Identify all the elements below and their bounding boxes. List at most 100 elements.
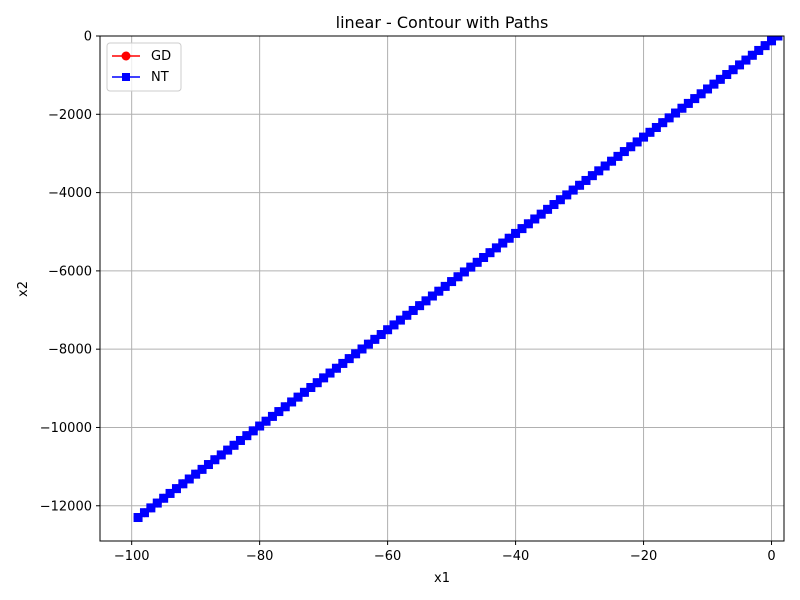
data-point bbox=[587, 171, 597, 181]
data-point bbox=[523, 219, 533, 229]
data-point bbox=[152, 498, 162, 508]
data-point bbox=[543, 204, 553, 214]
data-point bbox=[453, 272, 463, 282]
data-point bbox=[677, 103, 687, 113]
data-point bbox=[664, 113, 674, 123]
y-tick-label: −8000 bbox=[48, 343, 92, 358]
data-point bbox=[370, 334, 380, 344]
legend: GD NT bbox=[106, 42, 182, 92]
data-point bbox=[440, 281, 450, 291]
data-point bbox=[229, 440, 239, 450]
data-point bbox=[255, 421, 265, 431]
data-point bbox=[415, 301, 425, 311]
data-point bbox=[178, 479, 188, 489]
data-point bbox=[690, 94, 700, 104]
data-point bbox=[767, 36, 777, 46]
data-point bbox=[287, 397, 297, 407]
data-point bbox=[447, 277, 457, 287]
data-point bbox=[479, 252, 489, 262]
data-point bbox=[139, 508, 149, 518]
x-tick-label: 0 bbox=[767, 549, 775, 564]
x-axis-label: x1 bbox=[434, 571, 450, 586]
data-point bbox=[299, 387, 309, 397]
x-tick-label: −20 bbox=[630, 549, 657, 564]
data-point bbox=[555, 195, 565, 205]
data-point bbox=[171, 484, 181, 494]
data-point bbox=[504, 233, 514, 243]
data-point bbox=[773, 36, 783, 41]
data-point bbox=[146, 503, 156, 513]
data-point bbox=[549, 200, 559, 210]
data-point bbox=[683, 98, 693, 108]
grid bbox=[100, 35, 784, 541]
data-point bbox=[760, 41, 770, 51]
data-point bbox=[485, 248, 495, 258]
data-point bbox=[626, 142, 636, 152]
data-point bbox=[517, 224, 527, 234]
data-point bbox=[197, 464, 207, 474]
data-point bbox=[511, 228, 521, 238]
data-point bbox=[357, 344, 367, 354]
data-point bbox=[619, 147, 629, 157]
data-point bbox=[325, 368, 335, 378]
data-point bbox=[223, 445, 233, 455]
legend-nt-marker bbox=[122, 73, 130, 81]
data-point bbox=[671, 108, 681, 118]
data-point bbox=[344, 354, 354, 364]
y-axis-label: x2 bbox=[16, 281, 31, 297]
data-point bbox=[728, 65, 738, 75]
data-point bbox=[242, 431, 252, 441]
data-point bbox=[741, 55, 751, 65]
data-point bbox=[280, 402, 290, 412]
y-tick-label: −10000 bbox=[40, 421, 92, 436]
data-point bbox=[216, 450, 226, 460]
data-point bbox=[735, 60, 745, 70]
chart-title: linear - Contour with Paths bbox=[336, 13, 549, 32]
y-tick-label: −6000 bbox=[48, 264, 92, 279]
data-point bbox=[472, 257, 482, 267]
data-point bbox=[165, 488, 175, 498]
data-point bbox=[376, 330, 386, 340]
data-point bbox=[261, 416, 271, 426]
y-tick-label: 0 bbox=[84, 30, 92, 45]
data-point bbox=[466, 262, 476, 272]
data-point bbox=[594, 166, 604, 176]
y-tick-label: −4000 bbox=[48, 186, 92, 201]
x-tick-label: −60 bbox=[374, 549, 401, 564]
data-point bbox=[383, 325, 393, 335]
x-tick-label: −40 bbox=[502, 549, 529, 564]
y-tick-label: −12000 bbox=[40, 499, 92, 514]
y-tick-label: −2000 bbox=[48, 108, 92, 123]
data-point bbox=[408, 305, 418, 315]
data-point bbox=[306, 383, 316, 393]
data-point bbox=[568, 185, 578, 195]
data-point bbox=[709, 79, 719, 89]
data-point bbox=[651, 122, 661, 132]
data-point bbox=[363, 339, 373, 349]
data-point bbox=[133, 513, 143, 523]
data-point bbox=[312, 378, 322, 388]
data-point bbox=[159, 493, 169, 503]
data-point bbox=[203, 460, 213, 470]
data-point bbox=[248, 426, 258, 436]
legend-gd-marker bbox=[121, 51, 131, 61]
data-point bbox=[235, 435, 245, 445]
data-point bbox=[754, 45, 764, 55]
data-point bbox=[459, 267, 469, 277]
data-point bbox=[267, 411, 277, 421]
data-point bbox=[191, 469, 201, 479]
data-point bbox=[491, 243, 501, 253]
data-point bbox=[293, 392, 303, 402]
data-point bbox=[536, 209, 546, 219]
data-point bbox=[600, 161, 610, 171]
data-point bbox=[696, 89, 706, 99]
data-point bbox=[319, 373, 329, 383]
data-point bbox=[703, 84, 713, 94]
data-point bbox=[747, 50, 757, 60]
data-point bbox=[184, 474, 194, 484]
x-tick-label: −80 bbox=[246, 549, 273, 564]
data-point bbox=[427, 291, 437, 301]
data-point bbox=[658, 118, 668, 128]
data-point bbox=[632, 137, 642, 147]
data-point bbox=[607, 156, 617, 166]
